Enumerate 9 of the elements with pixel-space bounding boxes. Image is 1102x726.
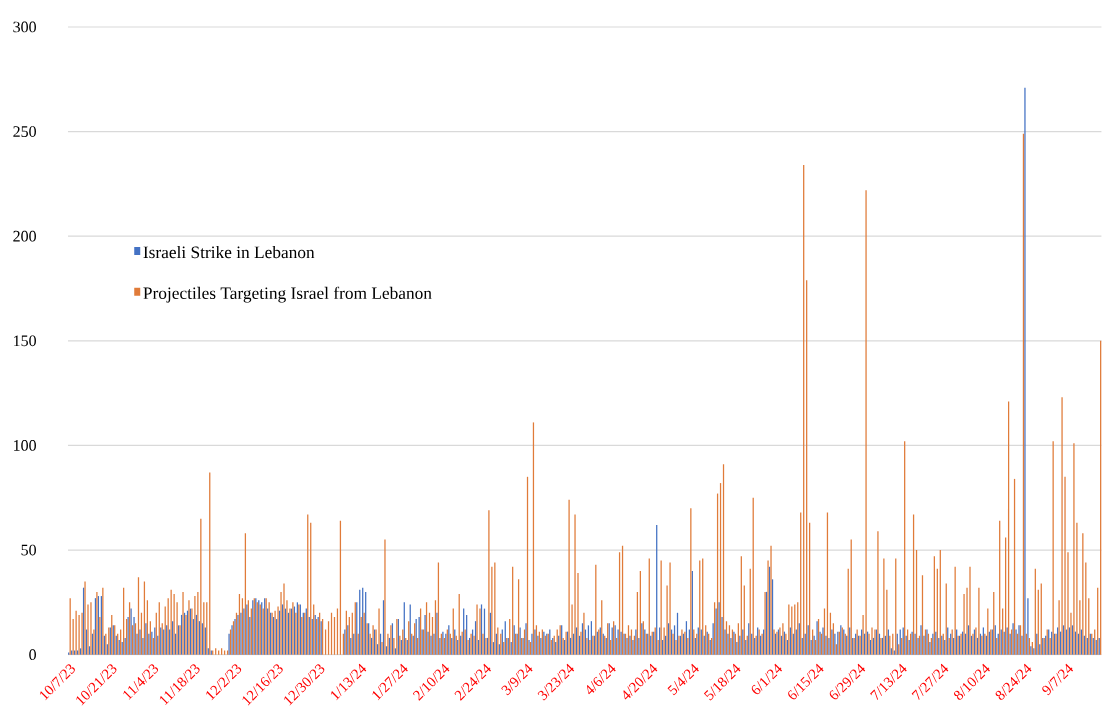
y-tick-label: 50 xyxy=(21,544,36,556)
legend-label: Projectiles Targeting Israel from Lebanon xyxy=(143,286,432,303)
y-tick-label: 0 xyxy=(29,649,36,661)
y-tick-label: 200 xyxy=(13,230,36,242)
y-tick-label: 300 xyxy=(13,21,36,33)
y-tick-label: 250 xyxy=(13,126,36,138)
y-tick-label: 100 xyxy=(14,440,36,451)
y-tick-label: 150 xyxy=(14,335,36,347)
legend-label: Israeli Strike in Lebanon xyxy=(143,246,315,259)
